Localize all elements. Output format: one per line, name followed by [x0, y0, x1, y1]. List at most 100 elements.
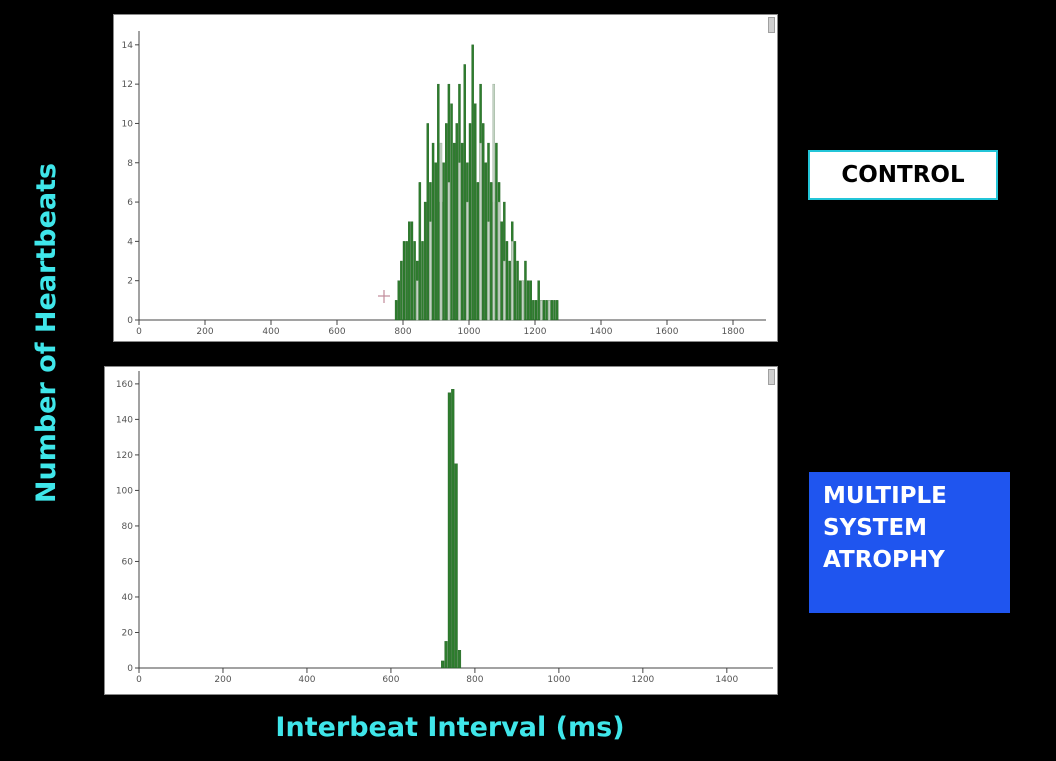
histogram-bar	[542, 300, 546, 321]
y-tick-label: 40	[122, 593, 134, 603]
histogram-bar	[545, 300, 548, 321]
histogram-bar	[505, 241, 509, 321]
y-tick-label: 120	[116, 451, 133, 461]
x-tick-label: 1400	[715, 675, 738, 685]
histogram-bar-overlay	[447, 182, 451, 321]
y-tick-label: 14	[122, 41, 134, 51]
x-tick-label: 0	[136, 675, 142, 685]
crosshair-cursor	[378, 290, 390, 303]
msa-label-line-3: ATROPHY	[823, 547, 945, 573]
y-axis-label: Number of Heartbeats	[31, 162, 62, 504]
x-tick-label: 1400	[590, 327, 613, 337]
histogram-bar	[445, 123, 448, 321]
x-tick-label: 400	[262, 327, 279, 337]
y-tick-label: 100	[116, 486, 133, 496]
y-tick-label: 0	[127, 664, 133, 674]
histogram-bar	[537, 280, 540, 321]
x-tick-label: 600	[382, 675, 399, 685]
histogram-bar-overlay	[548, 300, 551, 321]
histogram-bar	[394, 300, 398, 321]
histogram-bar	[402, 241, 406, 321]
histogram-bar	[410, 221, 414, 321]
histogram-bar	[437, 83, 440, 321]
histogram-bar	[397, 280, 400, 321]
histogram-bar-overlay	[540, 300, 543, 321]
msa-chart-panel: 0 200 400 600 800 1000 1200 1400 0 20 40 60 80 100 120…	[104, 366, 778, 695]
y-tick-label: 140	[116, 415, 133, 425]
y-tick-label: 80	[122, 522, 134, 532]
x-tick-label: 400	[298, 675, 315, 685]
histogram-bar	[452, 142, 456, 321]
histogram-bar	[413, 241, 416, 321]
histogram-bar	[500, 221, 503, 321]
histogram-bar	[555, 300, 559, 321]
histogram-bar-overlay	[479, 142, 482, 321]
histogram-bar	[421, 241, 424, 321]
histogram-bar	[482, 123, 485, 321]
histogram-bar-overlay	[503, 260, 506, 321]
histogram-bar	[455, 123, 459, 321]
histogram-bar-overlay	[458, 162, 461, 321]
x-tick-label: 1000	[547, 675, 570, 685]
histogram-bar	[460, 142, 464, 321]
histogram-bar	[476, 182, 480, 321]
histogram-bar	[450, 103, 453, 321]
msa-label-line-1: MULTIPLE	[823, 483, 947, 509]
histogram-bar	[431, 142, 435, 321]
msa-histogram: 0 200 400 600 800 1000 1200 1400 0 20 40 60 80 100 120…	[116, 371, 773, 685]
y-tick-label: 6	[127, 198, 133, 208]
scrollbar-handle[interactable]	[768, 369, 775, 385]
histogram-bar	[524, 260, 527, 321]
histogram-bar-overlay	[466, 201, 469, 321]
histogram-bar	[454, 463, 458, 669]
y-tick-label: 10	[122, 119, 134, 129]
x-tick-label: 1800	[722, 327, 745, 337]
x-tick-label: 1200	[631, 675, 654, 685]
x-tick-label: 200	[214, 675, 231, 685]
histogram-bar	[518, 280, 522, 321]
x-tick-label: 0	[136, 327, 142, 337]
histogram-bar	[526, 280, 530, 321]
histogram-bar	[529, 280, 532, 321]
histogram-bar	[484, 162, 488, 321]
histogram-bar	[457, 650, 462, 669]
x-tick-label: 800	[466, 675, 483, 685]
x-tick-label: 800	[394, 327, 411, 337]
histogram-bar-overlay	[511, 241, 514, 321]
histogram-bar	[418, 182, 422, 321]
histogram-bar	[442, 162, 445, 321]
histogram-bar-overlay	[416, 280, 419, 321]
msa-label-box: MULTIPLE SYSTEM ATROPHY	[809, 472, 1010, 613]
histogram-bar	[471, 44, 474, 321]
histogram-bar	[408, 221, 411, 321]
x-tick-label: 1000	[458, 327, 481, 337]
y-tick-label: 8	[127, 159, 133, 169]
y-tick-label: 4	[127, 237, 133, 247]
histogram-bar-overlay	[439, 142, 443, 321]
histogram-bar	[534, 300, 538, 321]
histogram-bar	[463, 64, 466, 321]
control-histogram: 0 200 400 600 800 1000 1200 1400 1600 1800 0 2 4 6 8 10…	[122, 31, 766, 337]
histogram-bar	[532, 300, 535, 321]
histogram-bar-overlay	[429, 221, 432, 321]
y-tick-label: 2	[127, 277, 133, 287]
y-tick-label: 160	[116, 380, 133, 390]
histogram-bar-overlay	[487, 221, 490, 321]
y-tick-label: 60	[122, 557, 134, 567]
y-tick-label: 20	[122, 628, 134, 638]
scrollbar-handle[interactable]	[768, 17, 775, 33]
histogram-bar	[550, 300, 554, 321]
control-label-box: CONTROL	[808, 150, 998, 200]
y-tick-label: 0	[127, 316, 133, 326]
x-axis-label: Interbeat Interval (ms)	[275, 712, 625, 743]
histogram-bar	[474, 103, 477, 321]
histogram-bar	[423, 201, 427, 321]
x-tick-label: 1600	[656, 327, 679, 337]
histogram-bar-overlay	[492, 83, 496, 321]
x-tick-label: 1200	[524, 327, 547, 337]
histogram-bar	[405, 241, 408, 321]
histogram-bar	[495, 142, 498, 321]
histogram-bar	[451, 389, 455, 669]
histogram-bar	[426, 123, 430, 321]
x-tick-label: 200	[196, 327, 213, 337]
